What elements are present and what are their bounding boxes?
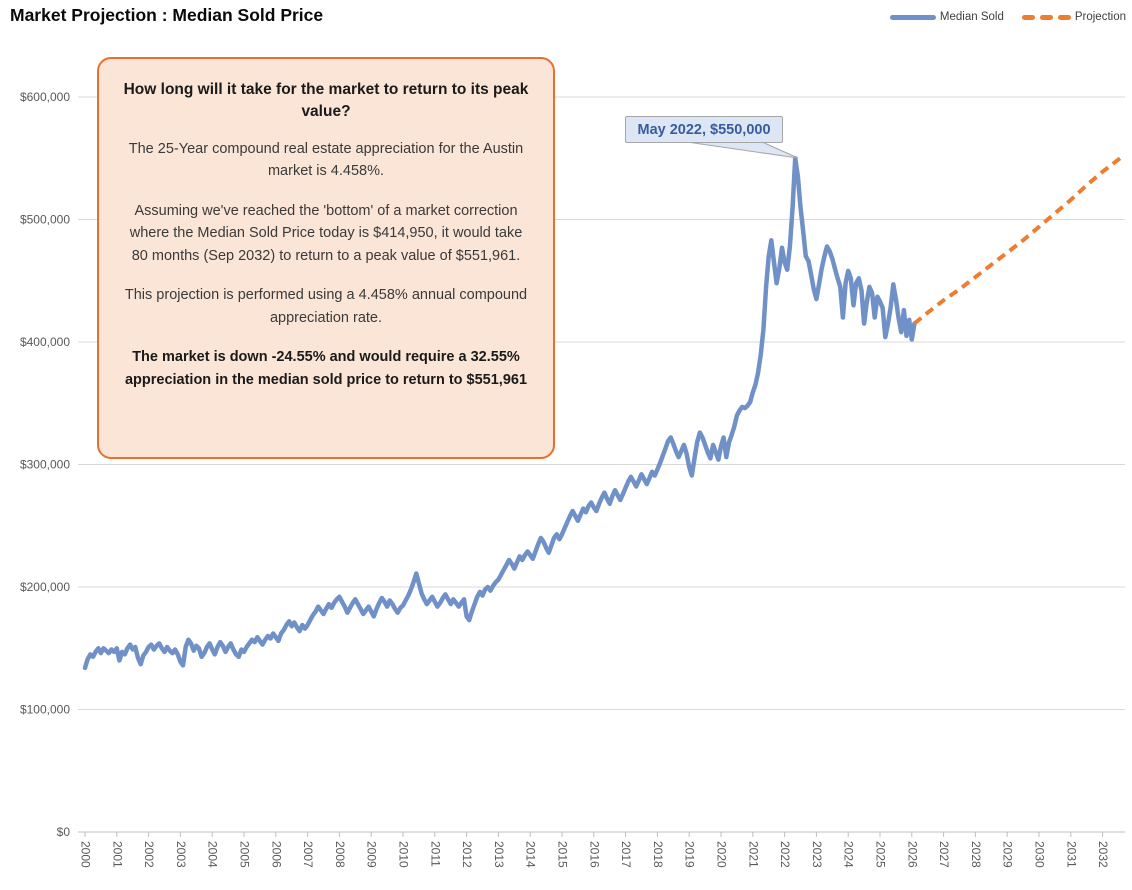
y-axis-tick-label: $0 [57, 825, 71, 839]
x-axis-tick-label: 2031 [1064, 841, 1078, 868]
x-axis-tick-label: 2010 [397, 841, 411, 868]
x-axis-tick-label: 2013 [492, 841, 506, 868]
x-axis-tick-label: 2018 [651, 841, 665, 868]
x-axis-tick-label: 2017 [619, 841, 633, 868]
annotation-box: How long will it take for the market to … [97, 57, 555, 459]
annotation-bold-paragraph: The market is down -24.55% and would req… [124, 349, 528, 388]
x-axis-tick-label: 2025 [874, 841, 888, 868]
projection-dash-swatch [1021, 14, 1071, 20]
x-axis-tick-label: 2032 [1096, 841, 1110, 868]
legend-label-projection: Projection [1074, 11, 1126, 23]
x-axis-tick-label: 2004 [206, 841, 220, 868]
x-axis-tick-label: 2009 [365, 841, 379, 868]
x-axis-tick-label: 2000 [79, 841, 93, 868]
x-axis-tick-label: 2003 [174, 841, 188, 868]
x-axis-tick-label: 2027 [937, 841, 951, 868]
x-axis-tick-label: 2019 [683, 841, 697, 868]
legend-item-projection: Projection [1021, 11, 1126, 23]
x-axis-tick-label: 2015 [556, 841, 570, 868]
x-axis-tick-label: 2001 [110, 841, 124, 868]
x-axis-tick-label: 2002 [142, 841, 156, 868]
annotation-paragraph: Assuming we've reached the 'bottom' of a… [129, 202, 523, 264]
x-axis-tick-label: 2011 [428, 841, 442, 867]
x-axis-tick-label: 2014 [524, 841, 538, 868]
y-axis-tick-label: $500,000 [20, 213, 70, 227]
x-axis-tick-label: 2021 [746, 841, 760, 868]
series-median-sold [82, 156, 917, 671]
y-axis-tick-label: $300,000 [20, 458, 70, 472]
x-axis-tick-label: 2012 [460, 841, 474, 868]
chart-title: Market Projection : Median Sold Price [10, 5, 324, 25]
x-axis-tick-label: 2023 [810, 841, 824, 868]
legend: Median Sold Projection [889, 11, 1126, 23]
y-axis-tick-label: $200,000 [20, 580, 70, 594]
x-axis-tick-label: 2005 [238, 841, 252, 868]
x-axis-tick-label: 2006 [269, 841, 283, 868]
x-axis-tick-label: 2007 [301, 841, 315, 868]
x-axis-tick-label: 2026 [905, 841, 919, 868]
x-axis-tick-label: 2008 [333, 841, 347, 868]
x-axis-tick-label: 2028 [969, 841, 983, 868]
y-axis-tick-label: $600,000 [20, 90, 70, 104]
data-label-pointer [679, 141, 799, 159]
legend-item-median-sold: Median Sold [889, 11, 1004, 23]
peak-data-label: May 2022, $550,000 [625, 116, 783, 143]
y-axis-tick-label: $100,000 [20, 703, 70, 717]
x-axis-tick-label: 2020 [715, 841, 729, 868]
annotation-paragraph: This projection is performed using a 4.4… [124, 287, 528, 326]
x-axis-tick-label: 2016 [587, 841, 601, 868]
x-axis-tick-label: 2022 [778, 841, 792, 868]
x-axis-tick-label: 2030 [1033, 841, 1047, 868]
x-axis-tick-label: 2029 [1001, 841, 1015, 868]
legend-label-median-sold: Median Sold [939, 11, 1004, 23]
annotation-heading: How long will it take for the market to … [123, 81, 529, 121]
annotation-paragraph: The 25-Year compound real estate appreci… [128, 140, 524, 180]
y-axis-tick-label: $400,000 [20, 335, 70, 349]
x-axis-tick-label: 2024 [842, 841, 856, 868]
median-sold-line-swatch [889, 14, 936, 20]
series-projection [913, 154, 1125, 326]
